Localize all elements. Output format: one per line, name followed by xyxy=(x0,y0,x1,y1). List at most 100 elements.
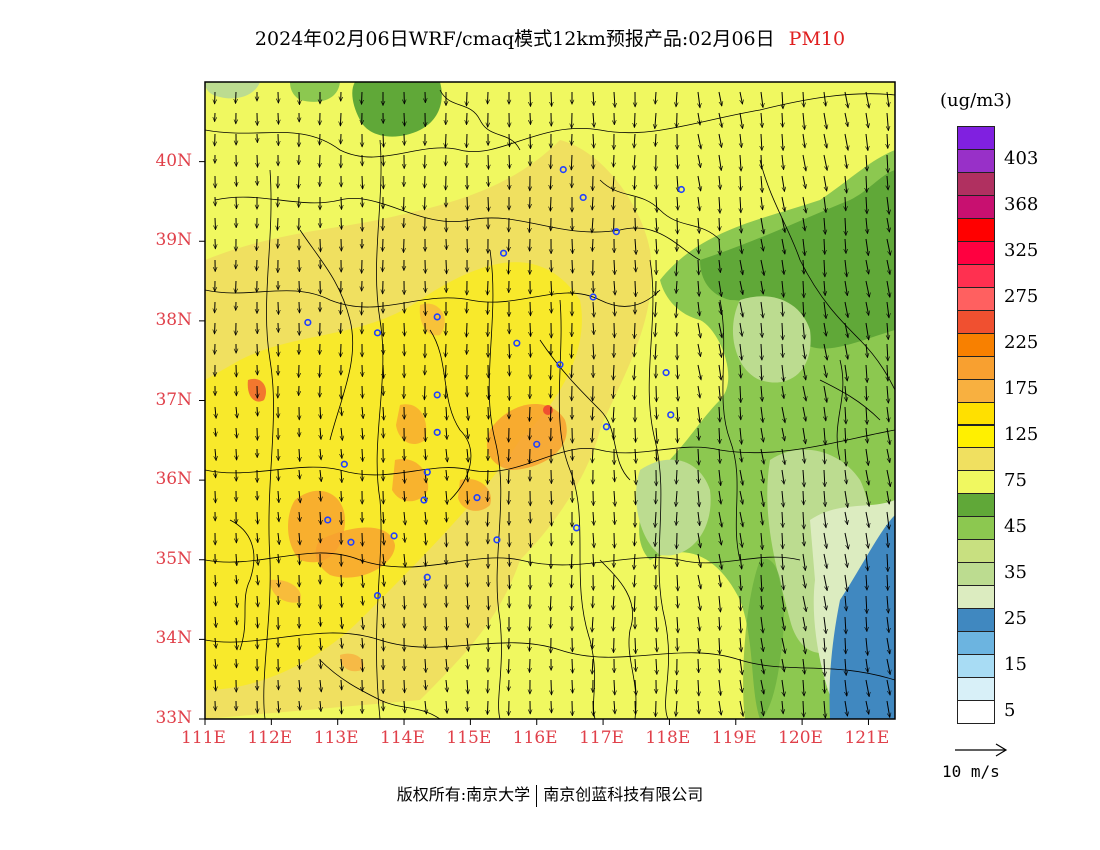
wind-arrow xyxy=(866,406,867,424)
lat-tick-label: 35N xyxy=(155,548,192,569)
wind-arrow xyxy=(781,427,785,441)
wind-arrow xyxy=(761,511,763,525)
wind-arrow xyxy=(257,574,258,585)
wind-arrow xyxy=(593,133,594,148)
wind-arrow xyxy=(887,322,888,340)
wind-arrow xyxy=(719,217,720,231)
wind-arrow xyxy=(362,427,363,439)
wind-arrow xyxy=(782,91,783,109)
wind-arrow xyxy=(761,364,762,380)
wind-arrow xyxy=(845,448,846,466)
wind-arrow xyxy=(739,301,743,317)
wind-arrow xyxy=(509,679,510,691)
wind-arrow xyxy=(446,448,447,462)
legend-unit: (ug/m3) xyxy=(940,90,1012,111)
wind-arrow xyxy=(362,616,363,630)
wind-arrow xyxy=(215,427,216,436)
legend-color-box xyxy=(957,608,995,633)
wind-arrow xyxy=(761,133,762,150)
wind-arrow xyxy=(446,154,447,166)
wind-arrow xyxy=(634,385,635,400)
wind-arrow xyxy=(719,574,721,587)
wind-arrow xyxy=(634,175,635,190)
wind-arrow xyxy=(740,679,742,693)
wind-arrow xyxy=(509,553,510,567)
wind-arrow xyxy=(824,658,825,676)
station-marker xyxy=(373,329,382,337)
wind-arrow xyxy=(718,133,722,148)
wind-arrow xyxy=(215,322,216,334)
wind-arrow xyxy=(844,700,848,716)
wind-arrow xyxy=(760,679,764,694)
wind-arrow xyxy=(845,175,847,193)
wind-arrow xyxy=(887,364,888,381)
wind-arrow xyxy=(739,490,743,504)
legend-color-box xyxy=(957,654,995,679)
wind-arrow xyxy=(634,112,635,128)
wind-arrow xyxy=(698,469,699,483)
wind-arrow xyxy=(487,700,488,715)
wind-arrow xyxy=(383,511,384,524)
wind-arrow xyxy=(866,385,867,401)
wind-arrow xyxy=(865,511,869,528)
wind-arrow xyxy=(488,154,489,169)
wind-arrow xyxy=(446,637,447,650)
wind-arrow xyxy=(383,238,384,251)
wind-arrow xyxy=(844,322,848,338)
wind-arrow xyxy=(215,658,216,669)
lon-tick-label: 111E xyxy=(181,728,226,748)
wind-arrow xyxy=(551,385,552,398)
wind-arrow xyxy=(823,154,827,170)
wind-arrow xyxy=(740,175,741,191)
wind-arrow xyxy=(404,679,405,693)
legend-color-box xyxy=(957,493,995,518)
wind-arrow xyxy=(446,490,447,504)
wind-arrow xyxy=(592,406,593,420)
wind-arrow xyxy=(887,595,888,613)
wind-arrow xyxy=(676,679,677,694)
wind-arrow xyxy=(509,343,510,359)
wind-arrow xyxy=(593,553,594,567)
wind-arrow xyxy=(467,469,468,482)
wind-arrow xyxy=(698,238,699,254)
wind-arrow xyxy=(467,595,468,610)
wind-arrow xyxy=(697,133,701,149)
station-marker xyxy=(423,573,431,581)
wind-arrow xyxy=(488,175,489,187)
wind-arrow xyxy=(383,637,384,651)
station-marker xyxy=(423,468,431,476)
wind-arrow xyxy=(761,238,764,251)
legend-tick: 368 xyxy=(1004,194,1039,216)
station-marker xyxy=(677,185,685,194)
wind-arrow xyxy=(887,406,889,422)
wind-arrow xyxy=(677,385,678,401)
wind-arrow xyxy=(698,280,699,296)
wind-arrow xyxy=(467,91,468,106)
wind-arrow xyxy=(866,616,867,632)
wind-arrow xyxy=(697,553,701,568)
wind-arrow xyxy=(488,595,489,610)
wind-arrow xyxy=(886,658,890,675)
wind-arrow xyxy=(698,658,699,673)
wind-arrow xyxy=(446,616,447,631)
wind-arrow xyxy=(887,553,888,572)
wind-arrow xyxy=(425,700,426,714)
wind-arrow xyxy=(257,238,258,251)
wind-arrow xyxy=(823,112,827,129)
wind-arrow xyxy=(740,364,741,378)
wind-arrow xyxy=(341,658,342,671)
wind-arrow xyxy=(404,574,405,585)
station-marker xyxy=(556,361,564,369)
wind-arrow xyxy=(866,175,867,192)
station-marker xyxy=(433,428,441,436)
wind-arrow xyxy=(362,658,363,672)
legend-tick: 35 xyxy=(1004,561,1027,583)
wind-arrow xyxy=(845,658,846,675)
wind-arrow xyxy=(320,448,321,460)
wind-arrow xyxy=(761,322,762,338)
wind-arrow xyxy=(740,532,742,547)
wind-arrow xyxy=(571,553,572,569)
wind-arrow xyxy=(530,448,531,464)
wind-arrow xyxy=(571,364,572,378)
wind-arrow xyxy=(634,595,635,612)
